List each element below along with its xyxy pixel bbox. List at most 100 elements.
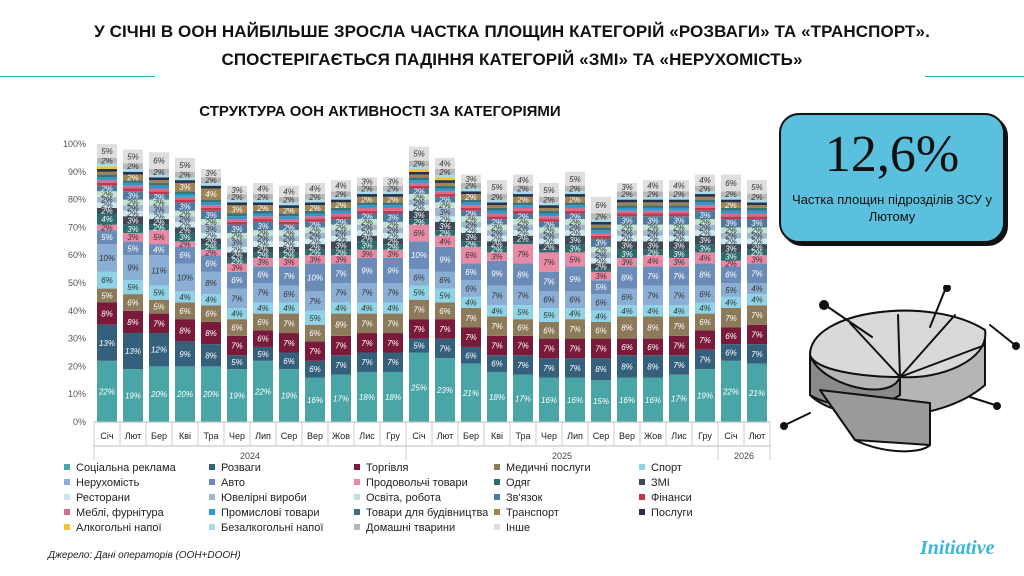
bar-segment [721,266,741,283]
title-rule-right [925,76,1024,77]
bar-segment [513,196,533,203]
bar-segment [487,335,507,356]
bar-segment [591,213,611,220]
data-label: 6% [569,296,581,305]
bar-segment [383,213,403,222]
bar-segment [201,294,221,306]
data-label: 4% [257,184,269,193]
bar-segment [669,316,689,336]
data-label: 7% [751,269,763,278]
bar-segment [175,221,195,228]
bar-segment [201,305,221,322]
bar-segment [695,369,715,422]
bar-segment [435,180,455,183]
legend-swatch [639,479,645,485]
data-label: 2% [334,248,347,257]
bar-segment [591,280,611,295]
legend-label: Нерухомість [76,477,140,489]
bar-segment [747,180,767,195]
bar-segment [565,202,585,206]
bar-segment [409,177,429,181]
bar-segment [383,191,403,195]
data-label: 6% [517,323,529,332]
bar-segment [409,188,429,195]
bar-segment [591,221,611,225]
data-label: 7% [699,336,711,345]
bar-segment [227,202,247,206]
bar-segment [487,210,507,214]
bar-segment [591,269,611,272]
bar-segment [617,207,637,211]
bar-segment [383,257,403,283]
data-label: 2% [282,223,295,232]
bar-segment [97,196,117,203]
bar-segment [149,174,169,178]
bar-segment [383,210,403,214]
bar-segment [253,360,273,422]
bar-segment [97,230,117,245]
legend-label: Домашні тварини [366,522,456,534]
bar-segment [721,244,741,253]
bar-segment [383,313,403,334]
data-label: 2% [438,201,451,210]
bar-segment [435,202,455,208]
data-label: 5% [127,283,139,292]
bar-segment [669,335,689,356]
bar-segment [565,194,585,197]
bar-segment [331,355,351,375]
data-label: 7% [413,325,425,334]
bar-segment [227,213,247,217]
x-tick-label: Жов [332,431,350,441]
bar-segment [721,174,741,192]
data-label: 3% [621,183,633,192]
data-label: 8% [127,318,139,327]
data-label: 5% [153,303,165,312]
data-label: 4% [569,310,581,319]
bar-segment [643,210,663,214]
bar-segment [253,199,273,203]
data-label: 7% [335,289,347,298]
bar-segment [383,352,403,372]
bar-segment [591,358,611,381]
bar-segment [357,191,377,195]
data-label: 6% [621,343,633,352]
bar-segment [643,224,663,231]
data-label: 2% [100,190,113,199]
data-label: 4% [751,296,763,305]
bar-segment [747,305,767,325]
bar-segment [357,196,377,203]
data-label: 2% [282,240,295,249]
bar-segment [357,241,377,250]
data-label: 4% [335,182,347,191]
bar-segment [747,294,767,306]
bar-segment [643,180,663,192]
bar-segment [123,369,143,422]
data-label: 2% [464,193,477,202]
bar-segment [331,213,351,217]
bar-segment [409,205,429,211]
bar-segment [539,358,559,378]
bar-segment [565,213,585,220]
bar-segment [591,235,611,239]
bar-segment [539,227,559,233]
data-label: 6% [309,365,321,374]
data-label: 2% [308,221,321,230]
bar-segment [487,235,507,242]
bar-segment [513,374,533,422]
data-label: 2% [308,243,321,252]
bar-segment [97,202,117,208]
bar-segment [461,202,481,206]
data-label: 2% [308,204,321,213]
bar-segment [695,174,715,186]
data-label: 7% [335,361,347,370]
data-label: 2% [178,210,191,219]
bar-segment [435,319,455,339]
bar-segment [409,199,429,206]
data-label: 5% [413,342,425,351]
bar-segment [279,196,299,203]
data-label: 5% [595,283,607,292]
bar-segment [123,171,143,175]
data-label: 2% [204,232,217,241]
bar-segment [617,249,637,258]
bar-segment [513,210,533,214]
